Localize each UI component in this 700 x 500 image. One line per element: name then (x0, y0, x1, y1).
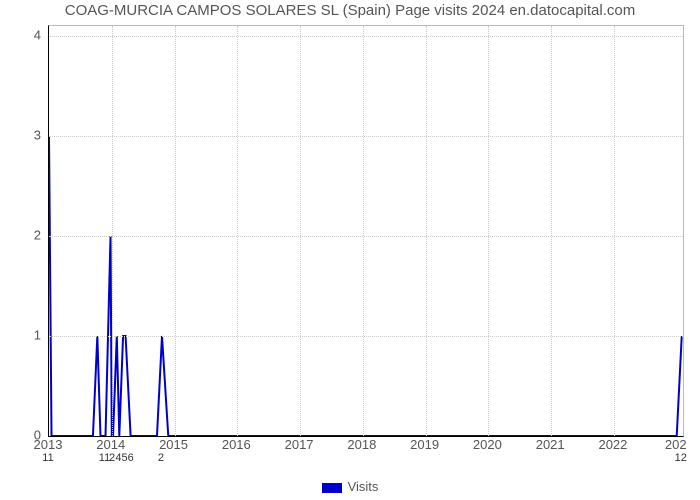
grid-line-v (112, 26, 113, 436)
grid-line-v (614, 26, 615, 436)
x-tick-label: 2015 (159, 437, 188, 452)
legend: Visits (0, 479, 700, 494)
x-tick-label: 2019 (410, 437, 439, 452)
grid-line-v (237, 26, 238, 436)
legend-swatch (322, 483, 342, 493)
point-label: 11 (42, 452, 53, 464)
legend-label: Visits (348, 479, 379, 494)
y-tick-label: 4 (11, 28, 41, 43)
grid-line-h (49, 336, 683, 337)
grid-line-v (551, 26, 552, 436)
x-tick-label: 2014 (96, 437, 125, 452)
chart-container: COAG-MURCIA CAMPOS SOLARES SL (Spain) Pa… (0, 0, 700, 500)
y-tick-label: 2 (11, 228, 41, 243)
grid-line-h (49, 36, 683, 37)
grid-line-h (49, 236, 683, 237)
grid-line-v (175, 26, 176, 436)
point-label: 12 (675, 452, 687, 464)
grid-line-h (49, 136, 683, 137)
chart-title: COAG-MURCIA CAMPOS SOLARES SL (Spain) Pa… (0, 2, 700, 19)
x-tick-label: 2021 (536, 437, 565, 452)
grid-line-v (426, 26, 427, 436)
x-tick-label: 2020 (473, 437, 502, 452)
x-tick-label: 2017 (285, 437, 314, 452)
line-series (49, 26, 683, 436)
y-tick-label: 3 (11, 128, 41, 143)
point-label: 2 (109, 452, 115, 464)
grid-line-v (488, 26, 489, 436)
x-tick-label: 2016 (222, 437, 251, 452)
x-tick-label: 2018 (347, 437, 376, 452)
plot-area (48, 25, 684, 437)
point-label: 456 (115, 452, 133, 464)
point-label: 2 (158, 452, 164, 464)
grid-line-v (300, 26, 301, 436)
x-tick-label: 2022 (598, 437, 627, 452)
grid-line-v (363, 26, 364, 436)
x-tick-label: 202 (665, 437, 687, 452)
x-tick-label: 2013 (34, 437, 63, 452)
y-tick-label: 1 (11, 328, 41, 343)
